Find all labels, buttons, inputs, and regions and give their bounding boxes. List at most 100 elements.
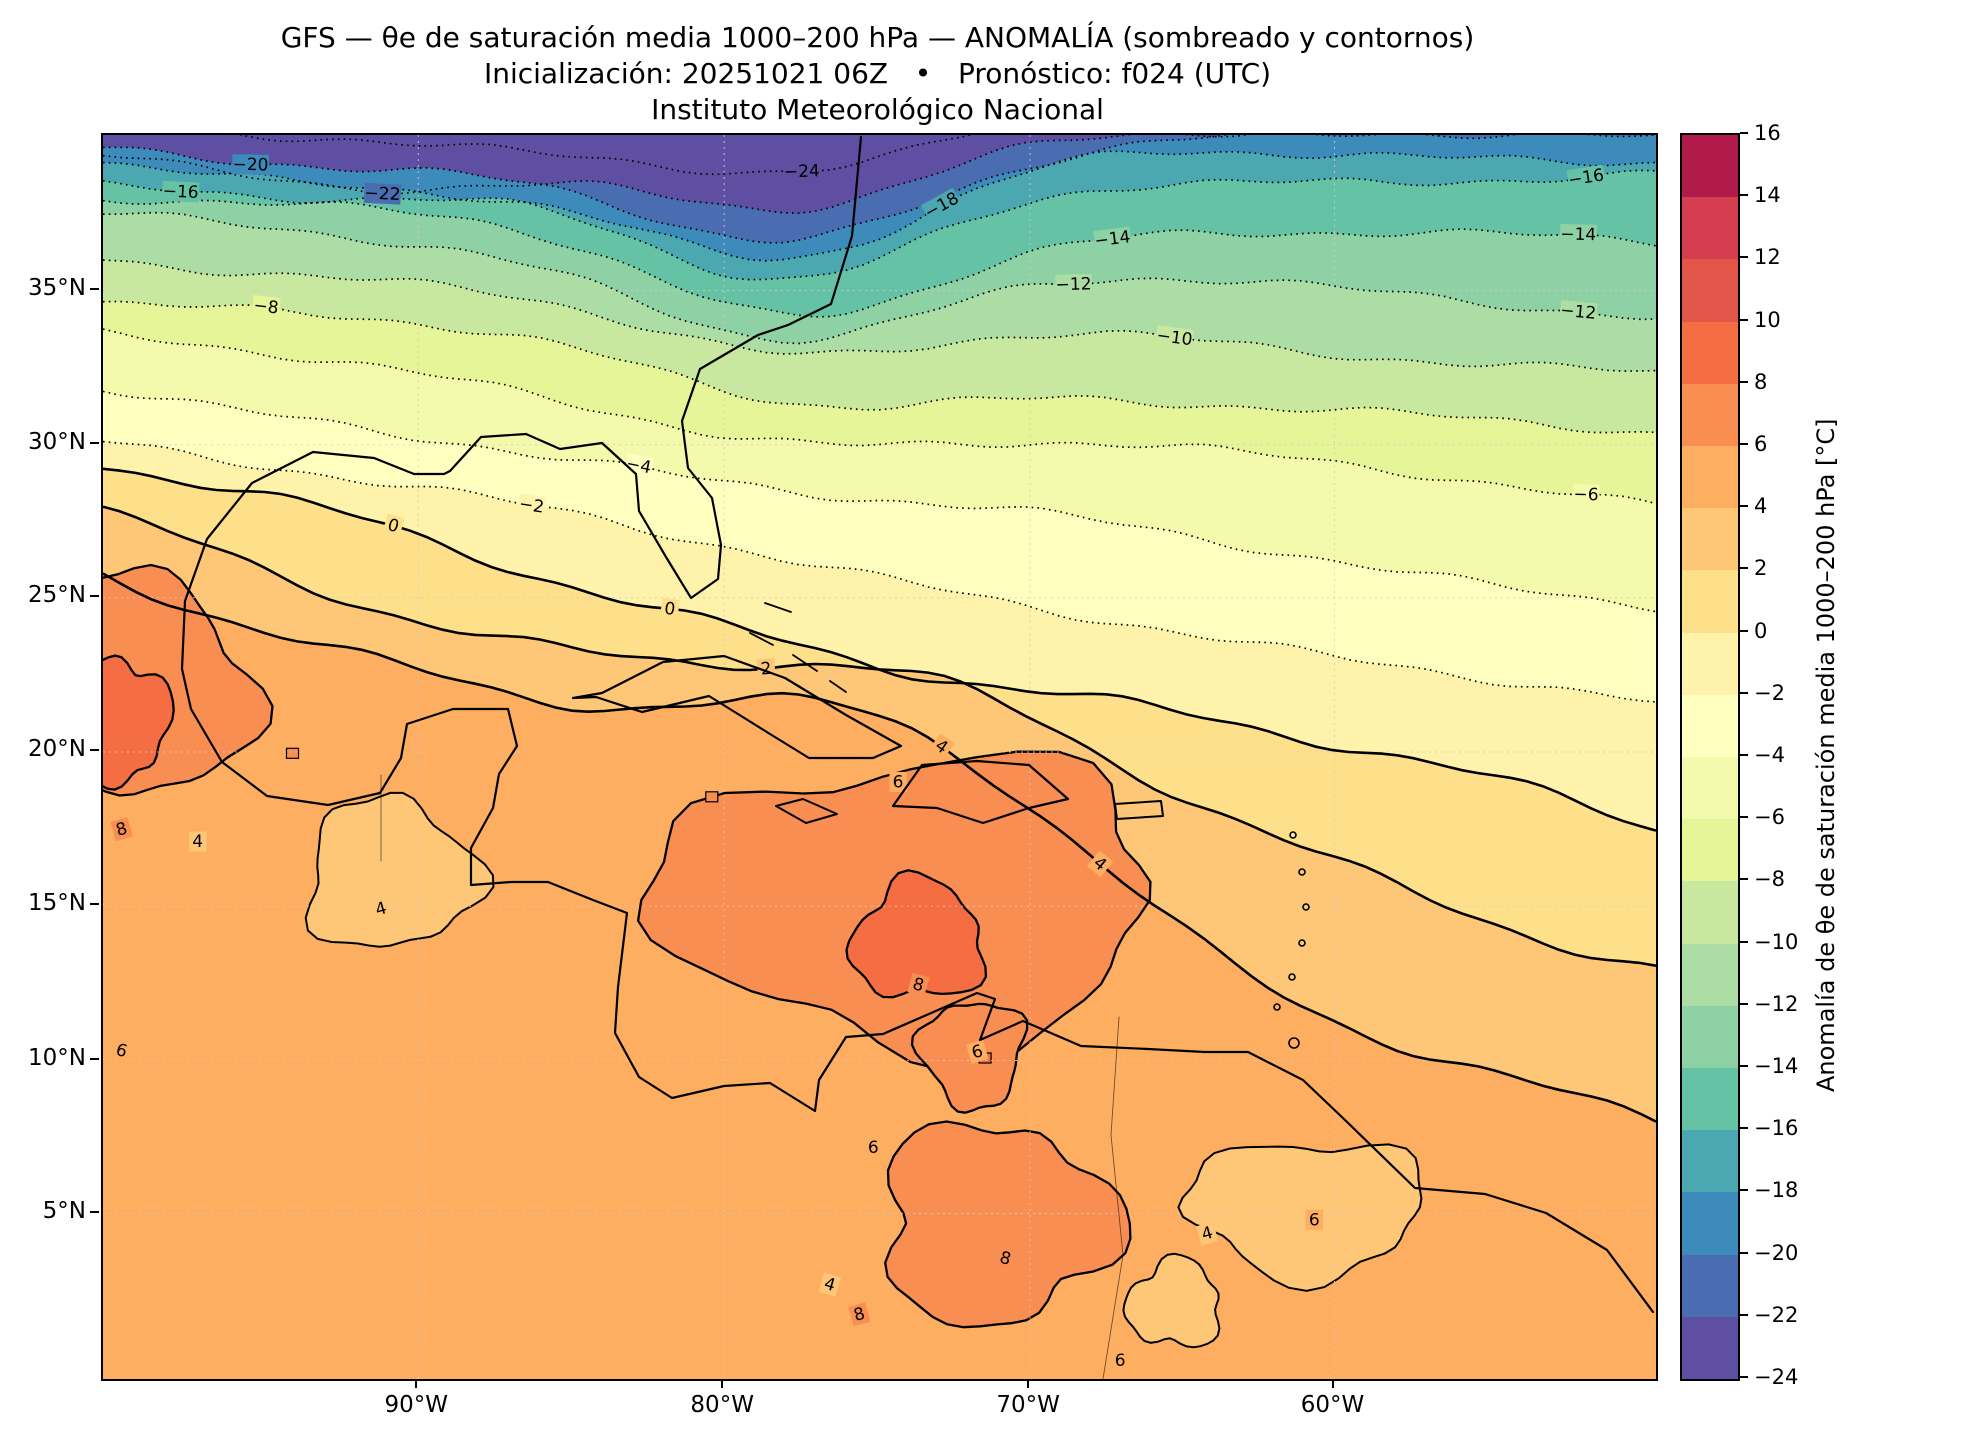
- svg-text:−2: −2: [518, 494, 546, 518]
- contour-line--22: [103, 135, 1252, 215]
- colorbar-tick: [1740, 1376, 1748, 1378]
- svg-text:−12: −12: [1055, 274, 1091, 295]
- svg-text:−4: −4: [624, 454, 653, 479]
- colorbar-tick-label: 2: [1754, 556, 1768, 581]
- colorbar-band: [1682, 1254, 1738, 1317]
- colorbar-tick-label: −18: [1754, 1178, 1799, 1203]
- y-axis-tick: [90, 903, 99, 906]
- colorbar-tick-label: −6: [1754, 805, 1785, 830]
- coastline-bahamas: [829, 680, 847, 693]
- colorbar-tick-label: −24: [1754, 1365, 1799, 1389]
- hot-dot: [285, 747, 300, 759]
- x-tick-label: 80°W: [690, 1392, 754, 1418]
- contour-label: 4: [1195, 1221, 1219, 1246]
- colorbar-band: [1682, 259, 1738, 322]
- colorbar-band: [1682, 1068, 1738, 1131]
- svg-text:−22: −22: [364, 183, 401, 205]
- y-tick-label: 10°N: [28, 1044, 86, 1071]
- x-tick-label: 70°W: [996, 1392, 1060, 1418]
- y-axis-tick: [90, 594, 99, 597]
- colorbar-tick: [1740, 1251, 1748, 1254]
- colorbar-tick: [1740, 754, 1748, 756]
- y-tick-label: 30°N: [28, 428, 86, 455]
- contour-label: −22: [363, 182, 402, 205]
- colorbar-tick-label: −20: [1754, 1240, 1799, 1265]
- contour-line-4: [103, 572, 1656, 1123]
- contour-label: 4: [1086, 850, 1114, 878]
- colorbar-tick-label: 0: [1754, 618, 1768, 643]
- contour-label: −10: [1155, 325, 1194, 350]
- svg-text:−10: −10: [1155, 326, 1193, 351]
- y-tick-label: 35°N: [28, 274, 86, 301]
- colorbar-tick: [1740, 629, 1748, 632]
- coastline-trinidad: [1288, 1037, 1300, 1049]
- colorbar-tick-label: −22: [1754, 1302, 1799, 1327]
- y-tick-label: 5°N: [42, 1197, 86, 1224]
- contour-label: 8: [994, 1246, 1017, 1271]
- contour-line--6: [103, 328, 1656, 505]
- colorbar-tick-label: 4: [1754, 494, 1768, 519]
- y-tick-label: 15°N: [28, 890, 86, 917]
- y-axis-tick: [90, 1210, 99, 1213]
- colorbar-tick: [1740, 132, 1748, 134]
- contour-line--14: [103, 199, 1656, 318]
- colorbar-band: [1682, 943, 1738, 1006]
- colorbar-bands: [1682, 135, 1738, 1380]
- svg-text:0: 0: [663, 599, 676, 620]
- contour-label: 0: [382, 513, 405, 538]
- coastline-antilles-island: [1298, 939, 1306, 947]
- contour-label: 6: [1111, 1350, 1129, 1371]
- hot-dot: [705, 791, 719, 803]
- svg-text:8: 8: [851, 1304, 867, 1326]
- contour-label: −6: [1572, 484, 1600, 505]
- y-axis-tick: [90, 441, 99, 444]
- y-axis-tick: [90, 749, 99, 752]
- svg-text:−14: −14: [1560, 224, 1596, 245]
- svg-text:−8: −8: [252, 296, 279, 319]
- colorbar-band: [1682, 1192, 1738, 1255]
- colorbar-tick: [1740, 878, 1748, 881]
- colorbar-tick: [1740, 1313, 1748, 1316]
- svg-text:4: 4: [822, 1274, 838, 1296]
- svg-text:−6: −6: [1573, 485, 1599, 506]
- colorbar-tick-label: 12: [1754, 245, 1781, 270]
- svg-text:−14: −14: [1094, 227, 1132, 251]
- contour-label: 6: [110, 1038, 133, 1063]
- colorbar-band: [1682, 694, 1738, 758]
- svg-text:6: 6: [1115, 1351, 1126, 1371]
- colorbar-tick: [1740, 443, 1748, 445]
- coastline-cuba: [571, 654, 903, 760]
- pale-cell: [1122, 1252, 1221, 1349]
- colorbar-band: [1682, 135, 1738, 198]
- colorbar-tick: [1740, 1002, 1748, 1005]
- x-axis-tick: [721, 1379, 724, 1388]
- contour-line--8: [103, 300, 1656, 434]
- svg-text:6: 6: [893, 772, 904, 792]
- contour-label: 4: [369, 896, 393, 921]
- svg-text:6: 6: [969, 1041, 985, 1063]
- contour-label: 6: [1305, 1209, 1324, 1230]
- colorbar-tick: [1740, 816, 1748, 819]
- contour-line--12: [103, 211, 1656, 345]
- colorbar-tick-label: −14: [1754, 1054, 1799, 1078]
- contour-label: −14: [1093, 226, 1132, 251]
- colorbar-tick-label: −16: [1754, 1116, 1799, 1141]
- svg-text:4: 4: [373, 898, 389, 920]
- colorbar-tick-label: −8: [1754, 867, 1785, 892]
- colorbar-tick: [1740, 318, 1748, 321]
- contour-label: −14: [1559, 223, 1597, 245]
- x-tick-label: 90°W: [384, 1392, 448, 1418]
- colorbar-tick-label: −12: [1754, 991, 1799, 1016]
- colorbar-tick: [1740, 194, 1748, 197]
- contour-label: 6: [889, 771, 907, 792]
- x-axis-tick: [1331, 1379, 1334, 1388]
- contour-label: 6: [864, 1137, 882, 1158]
- warm-cell-8: [103, 654, 175, 791]
- colorbar-tick-label: 10: [1754, 307, 1781, 332]
- contour-label: 6: [966, 1039, 989, 1064]
- contour-label: 4: [928, 733, 955, 760]
- colorbar-band: [1682, 757, 1738, 820]
- contour-line--16: [103, 169, 1656, 281]
- coastline-antilles-island: [1288, 973, 1296, 981]
- colorbar-tick: [1740, 380, 1748, 383]
